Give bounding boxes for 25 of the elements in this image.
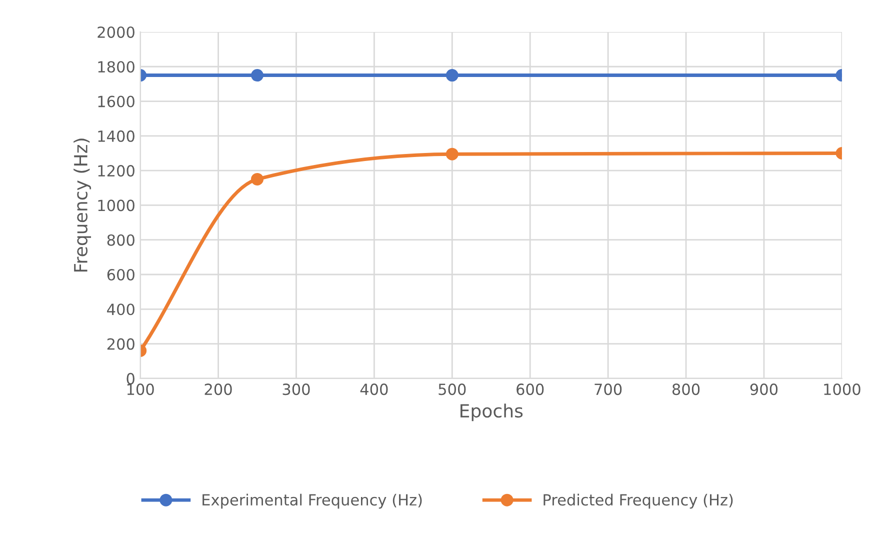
y-tick-label: 1400 xyxy=(98,130,134,142)
x-tick-label: 800 xyxy=(672,384,700,396)
x-tick-label: 100 xyxy=(127,384,154,396)
y-tick-label: 2000 xyxy=(98,26,134,38)
x-tick-label: 700 xyxy=(594,384,622,396)
x-tick-label: 500 xyxy=(438,384,466,396)
y-tick-label: 400 xyxy=(107,304,134,316)
x-tick-label: 200 xyxy=(204,384,232,396)
y-tick-label: 1000 xyxy=(98,200,134,212)
y-tick-label: 200 xyxy=(107,338,134,350)
y-tick-label: 1800 xyxy=(98,61,134,73)
legend-label: Predicted Frequency (Hz) xyxy=(544,494,733,509)
x-tick-label: 900 xyxy=(750,384,778,396)
y-tick-label: 0 xyxy=(126,372,134,384)
x-tick-label: 300 xyxy=(282,384,310,396)
y-axis-title: Frequency (Hz) xyxy=(74,138,92,272)
y-tick-label: 1600 xyxy=(98,96,134,108)
y-tick-label: 1200 xyxy=(98,165,134,177)
x-tick-label: 1000 xyxy=(824,384,860,396)
y-tick-label: 600 xyxy=(107,268,134,281)
legend-label: Experimental Frequency (Hz) xyxy=(202,494,422,509)
y-tick-label: 800 xyxy=(107,234,134,246)
x-axis-title: Epochs xyxy=(460,404,523,422)
x-tick-label: 600 xyxy=(516,384,544,396)
x-tick-label: 400 xyxy=(360,384,388,396)
